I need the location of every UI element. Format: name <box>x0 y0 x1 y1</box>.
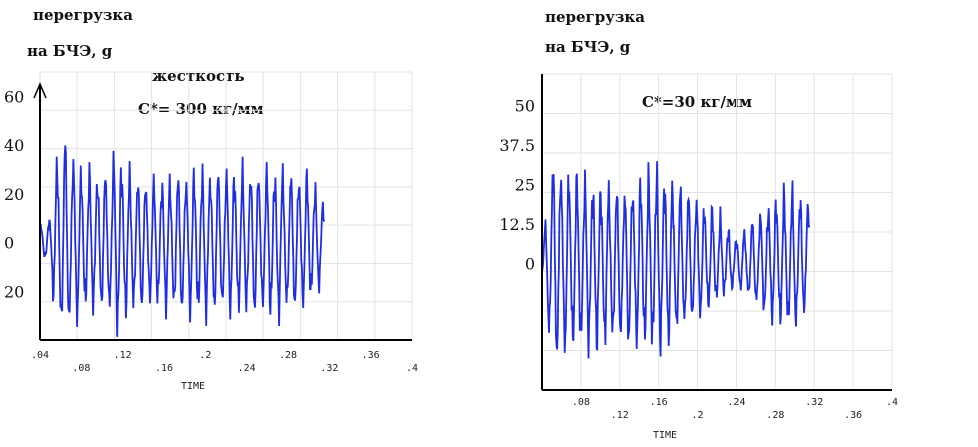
x-tick-label: .28 <box>279 350 297 361</box>
y-tick-label: 25 <box>515 176 535 195</box>
chart-right-series <box>541 161 811 359</box>
chart-left-yticks: 60 40 20 0 20 <box>4 87 24 301</box>
y-tick-label: 37.5 <box>499 136 535 155</box>
chart-left-xticks: .04 .08 .12 .16 .2 .24 .28 .32 .36 .4 <box>31 350 418 374</box>
x-tick-label: .4 <box>406 363 418 374</box>
chart-right-xticks: .08 .12 .16 .2 .24 .28 .32 .36 .4 <box>572 397 898 421</box>
chart-right-ylabel-line2: на БЧЭ, g <box>545 38 631 56</box>
y-axis-arrow <box>33 82 47 99</box>
x-tick-label: .24 <box>238 363 256 374</box>
series-line <box>39 145 326 337</box>
x-tick-label: .04 <box>31 350 49 361</box>
chart-left: перегрузка на БЧЭ, g жесткость C*= 300 к… <box>0 0 480 447</box>
x-tick-label: .36 <box>362 350 380 361</box>
x-tick-label: .32 <box>320 363 338 374</box>
chart-left-ylabel-line1: перегрузка <box>33 6 133 24</box>
x-tick-label: .16 <box>650 397 668 408</box>
x-tick-label: .12 <box>611 410 629 421</box>
x-tick-label: .32 <box>805 397 823 408</box>
y-tick-label: 0 <box>525 255 535 274</box>
y-tick-label: 50 <box>515 97 535 116</box>
x-tick-label: .08 <box>72 363 90 374</box>
x-tick-label: .28 <box>766 410 784 421</box>
x-tick-label: .2 <box>199 350 211 361</box>
x-tick-label: .12 <box>114 350 132 361</box>
y-tick-label: 40 <box>4 136 24 155</box>
chart-left-ylabel-line2: на БЧЭ, g <box>27 42 113 60</box>
x-tick-label: .16 <box>155 363 173 374</box>
chart-left-annotation-line2: C*= 300 кг/мм <box>138 100 264 118</box>
chart-left-xlabel: TIME <box>181 381 205 392</box>
chart-right-xlabel: TIME <box>653 430 677 441</box>
chart-right-annotation-line1: C*=30 кг/мм <box>642 93 753 111</box>
chart-right-axes <box>541 74 892 391</box>
chart-left-series <box>39 145 326 337</box>
chart-right-ylabel-line1: перегрузка <box>545 8 645 26</box>
y-tick-label: 20 <box>4 282 24 301</box>
chart-right: перегрузка на БЧЭ, g C*=30 кг/мм 50 37.5 2… <box>480 0 978 447</box>
chart-right-yticks: 50 37.5 25 12.5 0 <box>499 97 535 274</box>
x-tick-label: .36 <box>844 410 862 421</box>
chart-left-axes <box>33 82 412 341</box>
y-tick-label: 20 <box>4 185 24 204</box>
x-tick-label: .4 <box>886 397 898 408</box>
x-tick-label: .08 <box>572 397 590 408</box>
chart-left-plot: 60 40 20 0 20 .04 .08 .12 .16 .2 .24 .28 .32 .36 .4 T… <box>4 71 418 392</box>
x-tick-label: .2 <box>692 410 704 421</box>
y-tick-label: 0 <box>4 234 14 253</box>
y-tick-label: 60 <box>4 87 24 106</box>
x-tick-label: .24 <box>727 397 745 408</box>
y-tick-label: 12.5 <box>499 215 535 234</box>
series-line <box>541 161 811 359</box>
